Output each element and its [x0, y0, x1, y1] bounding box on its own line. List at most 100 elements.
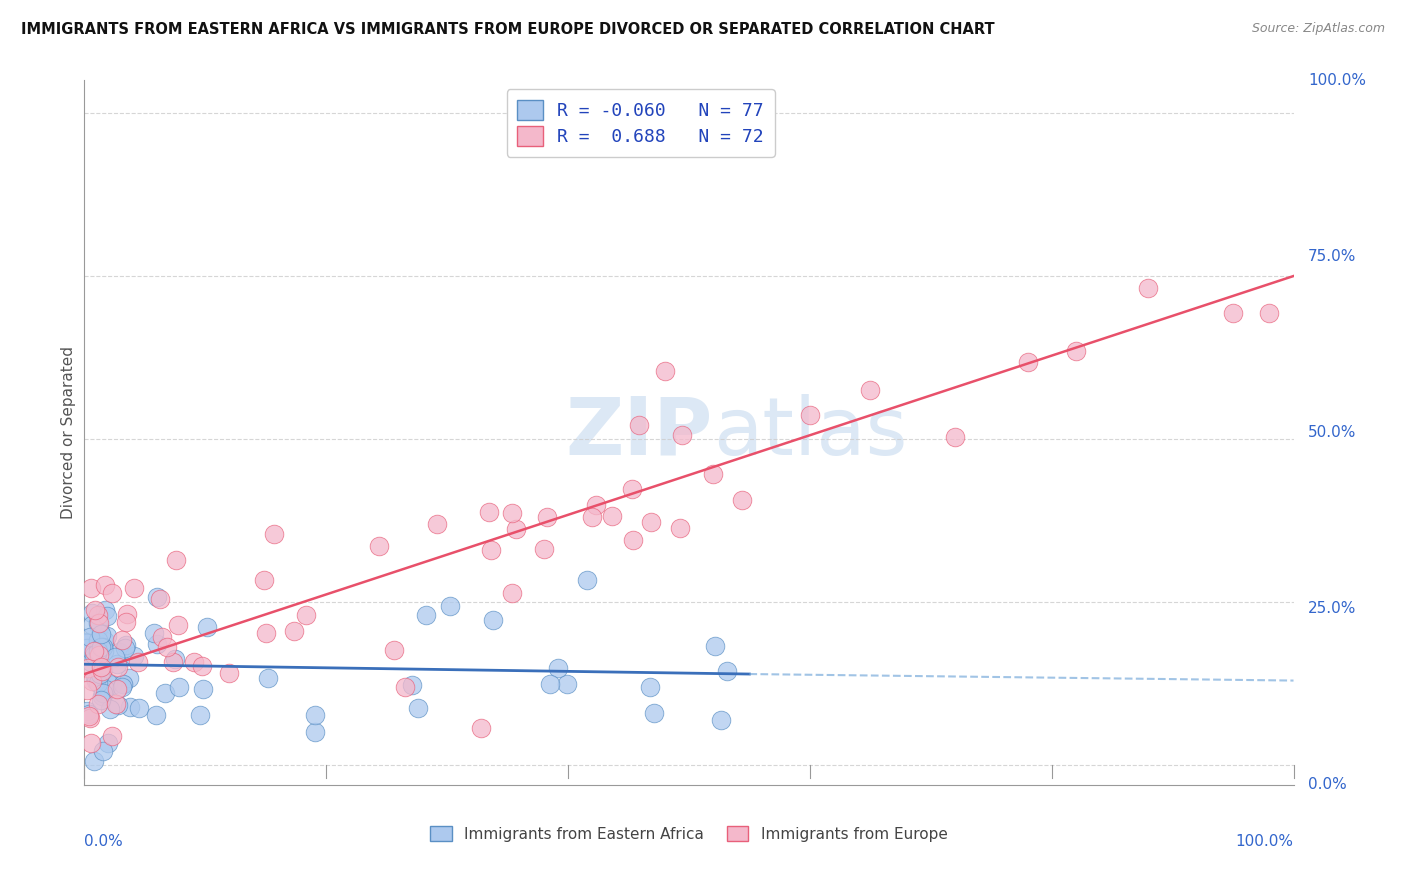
Point — [155, 686, 177, 700]
Point — [1258, 306, 1281, 320]
Point — [1064, 343, 1087, 358]
Point — [83, 671, 105, 685]
Point — [115, 607, 138, 622]
Point — [547, 661, 569, 675]
Point — [97, 736, 120, 750]
Point — [80, 736, 103, 750]
Point — [87, 676, 110, 690]
Point — [122, 581, 145, 595]
Point — [536, 509, 558, 524]
Point — [93, 644, 115, 658]
Point — [703, 639, 725, 653]
Text: 0.0%: 0.0% — [84, 834, 124, 849]
Point — [80, 606, 103, 620]
Point — [80, 581, 103, 595]
Point — [76, 635, 98, 649]
Point — [98, 701, 121, 715]
Text: atlas: atlas — [713, 393, 907, 472]
Point — [671, 428, 693, 442]
Point — [94, 603, 117, 617]
Text: 25.0%: 25.0% — [1308, 601, 1357, 616]
Point — [76, 635, 98, 649]
Point — [128, 701, 150, 715]
Point — [167, 680, 190, 694]
Point — [97, 676, 120, 690]
Text: ZIP: ZIP — [565, 393, 713, 472]
Point — [76, 683, 98, 698]
Text: 0.0%: 0.0% — [1308, 778, 1347, 792]
Point — [86, 607, 108, 622]
Point — [195, 620, 218, 634]
Point — [105, 682, 128, 697]
Point — [111, 632, 134, 647]
Point — [505, 522, 527, 536]
Point — [257, 671, 280, 685]
Point — [640, 515, 662, 529]
Point — [253, 574, 276, 588]
Point — [122, 649, 145, 664]
Point — [89, 667, 111, 681]
Point — [101, 730, 124, 744]
Point — [702, 467, 724, 482]
Point — [143, 626, 166, 640]
Point — [94, 578, 117, 592]
Point — [1222, 305, 1244, 319]
Point — [191, 682, 214, 697]
Point — [76, 640, 98, 655]
Point — [501, 586, 523, 600]
Point — [439, 599, 461, 613]
Point — [120, 700, 142, 714]
Point — [107, 645, 129, 659]
Point — [112, 676, 135, 690]
Point — [394, 680, 416, 694]
Text: 100.0%: 100.0% — [1236, 834, 1294, 849]
Point — [415, 607, 437, 622]
Point — [183, 655, 205, 669]
Point — [107, 698, 129, 712]
Point — [90, 689, 112, 703]
Point — [100, 585, 122, 599]
Point — [426, 517, 449, 532]
Point — [859, 383, 882, 397]
Point — [555, 676, 578, 690]
Point — [76, 704, 98, 718]
Point — [156, 640, 179, 655]
Point — [191, 658, 214, 673]
Point — [283, 624, 305, 639]
Point — [943, 430, 966, 444]
Point — [87, 616, 110, 631]
Point — [576, 574, 599, 588]
Point — [101, 678, 124, 692]
Point — [114, 641, 136, 656]
Point — [91, 686, 114, 700]
Point — [710, 713, 733, 727]
Point — [1017, 355, 1039, 369]
Point — [77, 709, 100, 723]
Point — [482, 613, 505, 627]
Y-axis label: Divorced or Separated: Divorced or Separated — [60, 346, 76, 519]
Point — [654, 364, 676, 378]
Point — [127, 655, 149, 669]
Point — [83, 644, 105, 658]
Point — [115, 638, 138, 652]
Point — [256, 625, 278, 640]
Point — [90, 626, 112, 640]
Point — [111, 677, 134, 691]
Point — [382, 643, 405, 657]
Point — [117, 671, 139, 685]
Point — [538, 677, 561, 691]
Point — [83, 648, 105, 662]
Point — [90, 640, 112, 655]
Point — [621, 483, 644, 497]
Point — [86, 644, 108, 658]
Point — [218, 666, 240, 681]
Point — [77, 707, 100, 722]
Point — [263, 526, 285, 541]
Point — [585, 498, 607, 512]
Text: IMMIGRANTS FROM EASTERN AFRICA VS IMMIGRANTS FROM EUROPE DIVORCED OR SEPARATED C: IMMIGRANTS FROM EASTERN AFRICA VS IMMIGR… — [21, 22, 994, 37]
Point — [799, 408, 821, 422]
Point — [104, 650, 127, 665]
Point — [149, 592, 172, 607]
Point — [105, 697, 128, 711]
Point — [501, 506, 523, 520]
